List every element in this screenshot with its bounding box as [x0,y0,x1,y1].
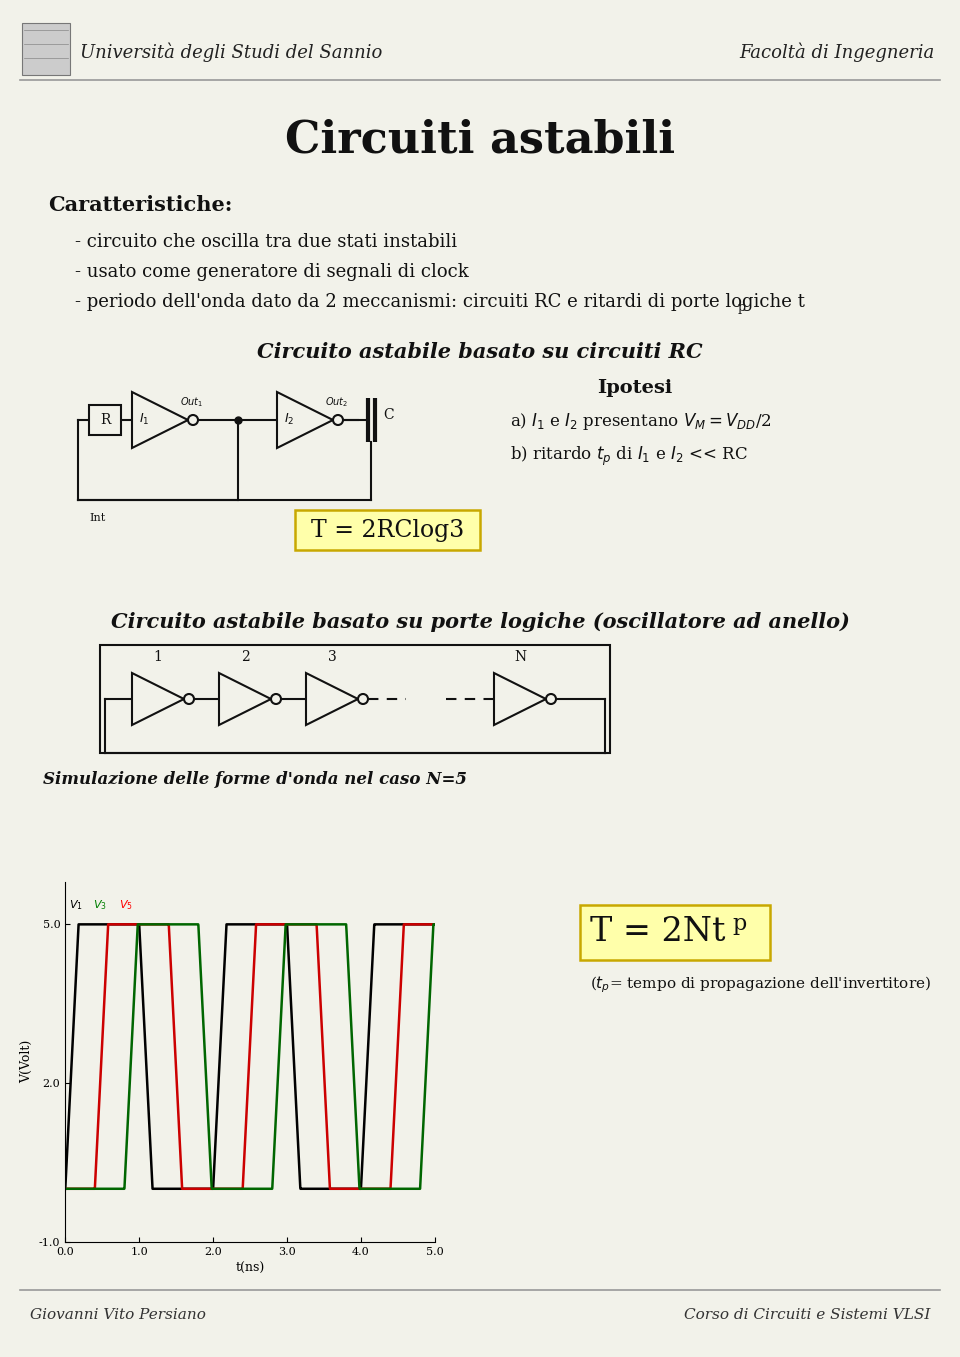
Polygon shape [306,673,358,725]
Text: C: C [383,408,394,422]
Circle shape [271,693,281,704]
Text: ($t_p$= tempo di propagazione dell'invertitore): ($t_p$= tempo di propagazione dell'inver… [590,974,931,995]
Circle shape [184,693,194,704]
Text: 3: 3 [327,650,336,664]
Text: $V_5$: $V_5$ [119,898,133,912]
Polygon shape [277,392,333,448]
Text: $I_2$: $I_2$ [284,411,294,426]
Text: $V_3$: $V_3$ [93,898,108,912]
Text: R: R [100,413,110,427]
Text: $V_1$: $V_1$ [69,898,83,912]
FancyBboxPatch shape [580,905,770,959]
Text: p: p [738,300,746,313]
Text: T = 2Nt: T = 2Nt [590,916,726,949]
Circle shape [188,415,198,425]
Bar [22,23,70,75]
Circle shape [358,693,368,704]
Text: a) $I_1$ e $I_2$ presentano $V_M$$=$$V_{DD}$/2: a) $I_1$ e $I_2$ presentano $V_M$$=$$V_{… [510,411,772,433]
X-axis label: t(ns): t(ns) [235,1262,265,1276]
Y-axis label: V(Volt): V(Volt) [20,1041,34,1083]
Text: - usato come generatore di segnali di clock: - usato come generatore di segnali di cl… [75,263,468,281]
Text: Università degli Studi del Sannio: Università degli Studi del Sannio [80,42,382,62]
Text: Simulazione delle forme d'onda nel caso N=5: Simulazione delle forme d'onda nel caso … [43,772,467,788]
Text: Circuito astabile basato su porte logiche (oscillatore ad anello): Circuito astabile basato su porte logich… [110,612,850,632]
Text: Facoltà di Ingegneria: Facoltà di Ingegneria [740,42,935,62]
Polygon shape [494,673,546,725]
Bar [89,404,121,436]
Text: p: p [732,913,746,935]
Text: $Out_2$: $Out_2$ [325,395,348,408]
Polygon shape [132,673,184,725]
Text: $Out_1$: $Out_1$ [180,395,204,408]
Text: Ipotesi: Ipotesi [597,379,673,398]
Polygon shape [132,392,188,448]
Polygon shape [219,673,271,725]
Text: 1: 1 [154,650,162,664]
Text: T = 2RClog3: T = 2RClog3 [311,518,464,541]
Text: Circuiti astabili: Circuiti astabili [285,118,675,161]
Circle shape [333,415,343,425]
Text: Caratteristiche:: Caratteristiche: [48,195,232,214]
Text: - periodo dell'onda dato da 2 meccanismi: circuiti RC e ritardi di porte logiche: - periodo dell'onda dato da 2 meccanismi… [75,293,804,311]
Text: Circuito astabile basato su circuiti RC: Circuito astabile basato su circuiti RC [257,342,703,362]
Text: Int: Int [90,513,107,522]
Circle shape [546,693,556,704]
Text: Corso di Circuiti e Sistemi VLSI: Corso di Circuiti e Sistemi VLSI [684,1308,930,1322]
Text: b) ritardo $t_p$ di $I_1$ e $I_2$ << RC: b) ritardo $t_p$ di $I_1$ e $I_2$ << RC [510,444,748,468]
FancyBboxPatch shape [295,510,480,550]
Text: N: N [514,650,526,664]
Text: $I_1$: $I_1$ [139,411,149,426]
Bar [100,645,610,753]
Text: 2: 2 [241,650,250,664]
Text: - circuito che oscilla tra due stati instabili: - circuito che oscilla tra due stati ins… [75,233,457,251]
Text: Giovanni Vito Persiano: Giovanni Vito Persiano [30,1308,205,1322]
